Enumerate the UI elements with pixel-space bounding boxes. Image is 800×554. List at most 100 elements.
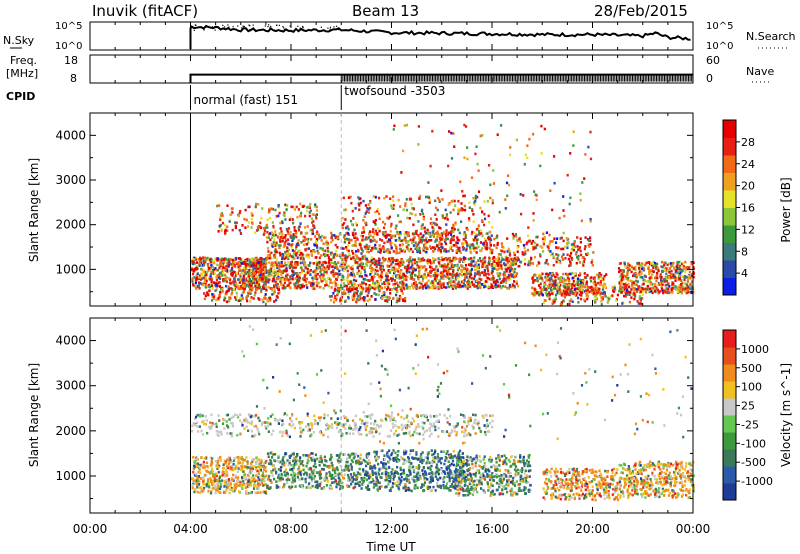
power-cell — [372, 257, 375, 261]
power-cell — [203, 297, 206, 301]
power-cell — [452, 208, 455, 212]
power-cell — [568, 264, 571, 268]
power-cell — [672, 287, 675, 290]
power-cell — [532, 239, 535, 243]
power-cell — [563, 214, 566, 218]
power-cell — [445, 235, 448, 238]
power-cell — [462, 281, 465, 285]
power-cell — [531, 286, 534, 290]
power-cell — [492, 280, 495, 284]
power-cell — [231, 271, 234, 275]
power-cell — [502, 280, 505, 283]
power-cell — [618, 286, 621, 289]
power-cell — [470, 263, 473, 266]
power-cell — [303, 236, 306, 239]
power-cell — [590, 291, 594, 294]
power-cell — [327, 261, 330, 264]
power-cell — [451, 273, 454, 276]
power-cell — [463, 258, 466, 261]
power-cell — [474, 246, 477, 250]
power-cell — [397, 270, 400, 273]
power-cell — [248, 279, 251, 283]
power-cell — [270, 242, 273, 246]
power-cell — [377, 257, 381, 261]
power-cell — [412, 282, 416, 285]
power-cell — [347, 249, 350, 253]
power-cell — [434, 213, 437, 216]
power-cell — [384, 230, 387, 234]
power-cell — [356, 272, 359, 276]
power-cell — [473, 247, 476, 250]
power-cell — [350, 282, 353, 285]
power-cell — [235, 295, 238, 298]
power-cell — [521, 252, 524, 256]
power-cell — [440, 286, 443, 290]
power-cell — [226, 204, 229, 207]
power-cell — [314, 205, 317, 208]
power-cell — [678, 260, 681, 264]
power-cell — [633, 292, 636, 296]
power-cell — [568, 291, 571, 295]
date-title: 28/Feb/2015 — [594, 2, 688, 20]
power-cell — [666, 263, 669, 267]
power-cell — [263, 270, 266, 273]
power-cell — [375, 240, 378, 244]
power-cell — [457, 212, 460, 216]
power-cell — [202, 261, 206, 265]
power-cell — [295, 232, 298, 235]
power-cell — [553, 155, 556, 158]
power-cell — [639, 290, 643, 293]
power-cell — [284, 269, 287, 273]
power-cell — [479, 249, 482, 252]
power-cell — [527, 234, 530, 238]
power-cell — [553, 283, 556, 287]
power-cell — [378, 287, 381, 291]
power-cell — [680, 291, 684, 295]
power-cell — [563, 279, 567, 282]
power-cell — [603, 290, 606, 294]
power-cell — [633, 274, 636, 277]
power-cell — [373, 292, 376, 295]
power-cell — [472, 220, 475, 224]
power-cell — [250, 258, 253, 261]
power-cell — [381, 294, 384, 298]
power-cell — [402, 283, 405, 286]
power-cell — [352, 271, 355, 275]
power-cell — [618, 289, 621, 293]
power-cell — [506, 237, 509, 240]
power-cell — [269, 265, 272, 268]
power-cell — [268, 257, 271, 260]
power-cell — [475, 251, 478, 254]
power-cell — [347, 264, 350, 268]
power-cell — [530, 292, 533, 295]
power-cell — [254, 264, 257, 267]
power-cell — [215, 276, 218, 279]
power-cell — [267, 236, 270, 239]
power-cell — [281, 278, 284, 281]
power-cell — [317, 233, 320, 237]
power-cell — [445, 223, 448, 226]
nsearch-dot — [242, 25, 244, 27]
power-cell — [535, 235, 538, 239]
power-cell — [261, 298, 264, 301]
power-cell — [562, 277, 565, 280]
power-cell — [327, 284, 330, 288]
power-cell — [573, 293, 576, 296]
power-cell — [464, 208, 467, 212]
power-cell — [294, 261, 297, 264]
power-cell — [444, 232, 447, 236]
power-cell — [685, 268, 688, 271]
power-cell — [463, 279, 466, 282]
power-cell — [624, 291, 627, 294]
power-cell — [628, 268, 631, 271]
power-cell — [377, 293, 380, 297]
power-cell — [506, 261, 509, 265]
power-cell — [272, 224, 275, 228]
power-cell — [560, 301, 563, 304]
power-cell — [543, 299, 546, 302]
power-cell — [561, 292, 564, 295]
power-cell — [399, 247, 402, 251]
power-cell — [513, 270, 516, 274]
power-cell — [376, 260, 379, 263]
